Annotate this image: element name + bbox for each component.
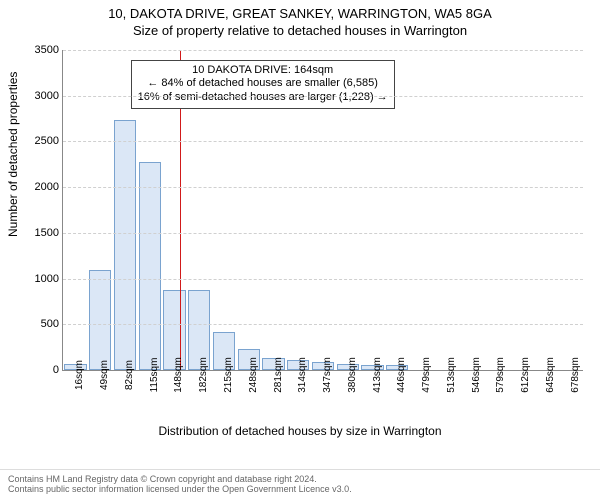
gridline xyxy=(63,279,583,280)
x-tick-slot: 49sqm xyxy=(87,371,112,431)
x-tick-label: 446sqm xyxy=(396,357,407,393)
x-tick-slot: 115sqm xyxy=(136,371,161,431)
annotation-line2: ← 84% of detached houses are smaller (6,… xyxy=(138,77,388,91)
gridline xyxy=(63,141,583,142)
x-tick-slot: 579sqm xyxy=(483,371,508,431)
page-title-sub: Size of property relative to detached ho… xyxy=(0,23,600,38)
x-tick-label: 479sqm xyxy=(421,357,432,393)
x-tick-slot: 248sqm xyxy=(235,371,260,431)
y-tick-label: 2000 xyxy=(21,181,63,193)
x-tick-slot: 314sqm xyxy=(285,371,310,431)
x-tick-label: 645sqm xyxy=(545,357,556,393)
y-axis-label: Number of detached properties xyxy=(6,72,20,237)
x-tick-slot: 678sqm xyxy=(557,371,582,431)
x-tick-slot: 347sqm xyxy=(310,371,335,431)
x-tick-label: 49sqm xyxy=(99,360,110,390)
x-tick-label: 215sqm xyxy=(223,357,234,393)
y-tick-label: 500 xyxy=(21,318,63,330)
x-tick-slot: 215sqm xyxy=(211,371,236,431)
y-tick-label: 0 xyxy=(21,364,63,376)
x-tick-label: 347sqm xyxy=(322,357,333,393)
x-tick-slot: 413sqm xyxy=(359,371,384,431)
x-tick-slot: 16sqm xyxy=(62,371,87,431)
x-tick-slot: 281sqm xyxy=(260,371,285,431)
footer-attribution: Contains HM Land Registry data © Crown c… xyxy=(0,469,600,498)
x-tick-label: 148sqm xyxy=(173,357,184,393)
bar-slot xyxy=(434,50,459,370)
annotation-box: 10 DAKOTA DRIVE: 164sqm ← 84% of detache… xyxy=(131,60,395,109)
x-tick-slot: 513sqm xyxy=(433,371,458,431)
y-tick-label: 2500 xyxy=(21,135,63,147)
gridline xyxy=(63,187,583,188)
bar-slot xyxy=(509,50,534,370)
gridline xyxy=(63,233,583,234)
x-tick-label: 281sqm xyxy=(273,357,284,393)
bar-slot xyxy=(410,50,435,370)
x-tick-slot: 645sqm xyxy=(533,371,558,431)
y-tick-label: 3500 xyxy=(21,44,63,56)
x-tick-slot: 612sqm xyxy=(508,371,533,431)
bar-slot xyxy=(63,50,88,370)
footer-line2: Contains public sector information licen… xyxy=(8,484,592,494)
bar-slot xyxy=(88,50,113,370)
x-tick-label: 248sqm xyxy=(248,357,259,393)
annotation-line1: 10 DAKOTA DRIVE: 164sqm xyxy=(138,64,388,78)
x-tick-slot: 446sqm xyxy=(384,371,409,431)
x-tick-label: 115sqm xyxy=(149,358,160,393)
gridline xyxy=(63,50,583,51)
x-tick-slot: 479sqm xyxy=(409,371,434,431)
y-tick-label: 1000 xyxy=(21,273,63,285)
bar-slot xyxy=(558,50,583,370)
histogram-bar xyxy=(139,162,161,370)
x-tick-slot: 380sqm xyxy=(334,371,359,431)
x-tick-label: 513sqm xyxy=(446,357,457,393)
chart-container: Number of detached properties 10 DAKOTA … xyxy=(0,44,600,444)
x-tick-label: 182sqm xyxy=(198,357,209,393)
x-tick-label: 678sqm xyxy=(570,357,581,393)
y-tick-label: 3000 xyxy=(21,90,63,102)
bar-slot xyxy=(534,50,559,370)
x-tick-slot: 148sqm xyxy=(161,371,186,431)
x-tick-label: 16sqm xyxy=(74,360,85,390)
x-tick-slot: 546sqm xyxy=(458,371,483,431)
gridline xyxy=(63,324,583,325)
x-tick-slot: 182sqm xyxy=(186,371,211,431)
x-ticks: 16sqm49sqm82sqm115sqm148sqm182sqm215sqm2… xyxy=(62,371,582,431)
y-tick-label: 1500 xyxy=(21,227,63,239)
x-tick-label: 413sqm xyxy=(372,357,383,393)
plot-area: 10 DAKOTA DRIVE: 164sqm ← 84% of detache… xyxy=(62,50,583,371)
histogram-bar xyxy=(89,270,111,370)
gridline xyxy=(63,96,583,97)
x-axis-label: Distribution of detached houses by size … xyxy=(0,424,600,438)
x-tick-label: 546sqm xyxy=(471,357,482,393)
bar-slot xyxy=(459,50,484,370)
annotation-line3: 16% of semi-detached houses are larger (… xyxy=(138,91,388,105)
x-tick-label: 380sqm xyxy=(347,357,358,393)
footer-line1: Contains HM Land Registry data © Crown c… xyxy=(8,474,592,484)
x-tick-label: 82sqm xyxy=(124,360,135,390)
page-title-address: 10, DAKOTA DRIVE, GREAT SANKEY, WARRINGT… xyxy=(0,6,600,21)
x-tick-label: 579sqm xyxy=(495,357,506,393)
bar-slot xyxy=(484,50,509,370)
x-tick-label: 314sqm xyxy=(297,357,308,393)
x-tick-label: 612sqm xyxy=(520,357,531,393)
histogram-bar xyxy=(114,120,136,370)
x-tick-slot: 82sqm xyxy=(112,371,137,431)
